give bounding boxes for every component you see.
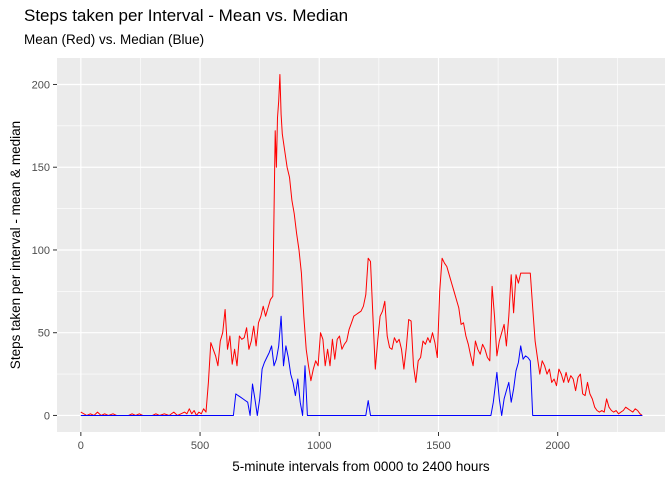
y-tick-label: 100 <box>32 245 50 257</box>
series-line-median <box>80 315 643 416</box>
chart-title: Steps taken per Interval - Mean vs. Medi… <box>24 6 349 25</box>
plot-panel <box>57 58 665 432</box>
y-tick-label: 200 <box>32 79 50 91</box>
y-tick-label: 0 <box>44 410 50 422</box>
x-tick-label: 2000 <box>545 440 569 452</box>
y-axis-label: Steps taken per interval - mean & median <box>8 121 23 369</box>
x-tick-label: 0 <box>78 440 84 452</box>
chart-subtitle: Mean (Red) vs. Median (Blue) <box>24 32 205 47</box>
y-tick-label: 150 <box>32 162 50 174</box>
axis-ticks: 0 500 1000 1500 2000 0 50 100 150 200 <box>32 79 570 452</box>
x-tick-label: 500 <box>191 440 209 452</box>
y-tick-label: 50 <box>38 328 50 340</box>
x-tick-label: 1500 <box>426 440 450 452</box>
grid-minor <box>57 58 665 432</box>
series-line-mean <box>80 74 643 416</box>
series-layer <box>80 74 643 416</box>
x-axis-label: 5-minute intervals from 0000 to 2400 hou… <box>232 459 490 474</box>
x-tick-label: 1000 <box>307 440 331 452</box>
